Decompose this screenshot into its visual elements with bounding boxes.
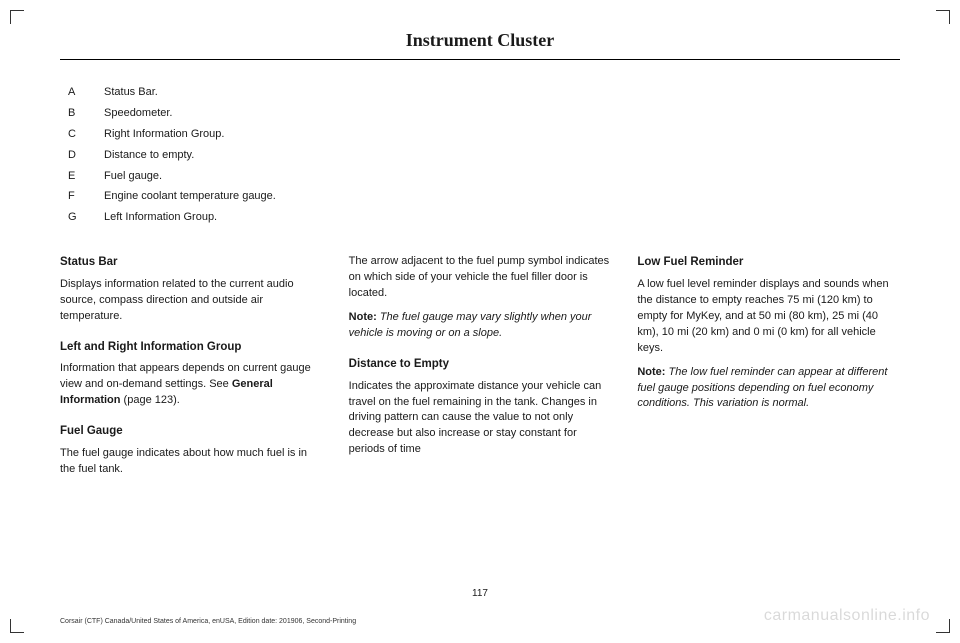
note: Note: The low fuel reminder can appear a… [637,365,900,413]
legend-text: Speedometer. [104,103,173,124]
legend-letter: D [68,145,104,166]
paragraph: A low fuel level reminder displays and s… [637,277,900,357]
legend-letter: E [68,166,104,187]
legend-item: A Status Bar. [68,82,900,103]
column-2: The arrow adjacent to the fuel pump symb… [349,254,612,486]
legend-text: Fuel gauge. [104,166,162,187]
legend-item: B Speedometer. [68,103,900,124]
legend-item: G Left Information Group. [68,207,900,228]
paragraph: Information that appears depends on curr… [60,361,323,409]
watermark: carmanualsonline.info [764,607,930,625]
column-1: Status Bar Displays information related … [60,254,323,486]
paragraph: The arrow adjacent to the fuel pump symb… [349,254,612,302]
edition-info: Corsair (CTF) Canada/United States of Am… [60,618,356,625]
legend-letter: F [68,186,104,207]
legend-letter: A [68,82,104,103]
page-title: Instrument Cluster [60,30,900,60]
subheading: Distance to Empty [349,356,612,373]
subheading: Left and Right Information Group [60,339,323,356]
subheading: Low Fuel Reminder [637,254,900,271]
legend-letter: G [68,207,104,228]
legend-item: D Distance to empty. [68,145,900,166]
page-container: Instrument Cluster A Status Bar. B Speed… [0,0,960,643]
page-number: 117 [0,588,960,599]
legend-text: Status Bar. [104,82,158,103]
legend-item: F Engine coolant temperature gauge. [68,186,900,207]
subheading: Status Bar [60,254,323,271]
note-text: The fuel gauge may vary slightly when yo… [349,311,592,339]
legend-letter: C [68,124,104,145]
legend-item: E Fuel gauge. [68,166,900,187]
note-text: The low fuel reminder can appear at diff… [637,366,887,410]
legend-text: Left Information Group. [104,207,217,228]
legend-text: Distance to empty. [104,145,194,166]
column-3: Low Fuel Reminder A low fuel level remin… [637,254,900,486]
legend-letter: B [68,103,104,124]
subheading: Fuel Gauge [60,423,323,440]
paragraph: The fuel gauge indicates about how much … [60,446,323,478]
paragraph: Displays information related to the curr… [60,277,323,325]
note: Note: The fuel gauge may vary slightly w… [349,310,612,342]
legend-list: A Status Bar. B Speedometer. C Right Inf… [68,82,900,228]
legend-text: Right Information Group. [104,124,224,145]
legend-text: Engine coolant temperature gauge. [104,186,276,207]
legend-item: C Right Information Group. [68,124,900,145]
note-label: Note: [349,311,377,323]
text: (page 123). [121,394,180,406]
note-label: Note: [637,366,665,378]
content-columns: Status Bar Displays information related … [60,254,900,486]
text: Information that appears depends on curr… [60,362,311,390]
paragraph: Indicates the approximate distance your … [349,379,612,459]
